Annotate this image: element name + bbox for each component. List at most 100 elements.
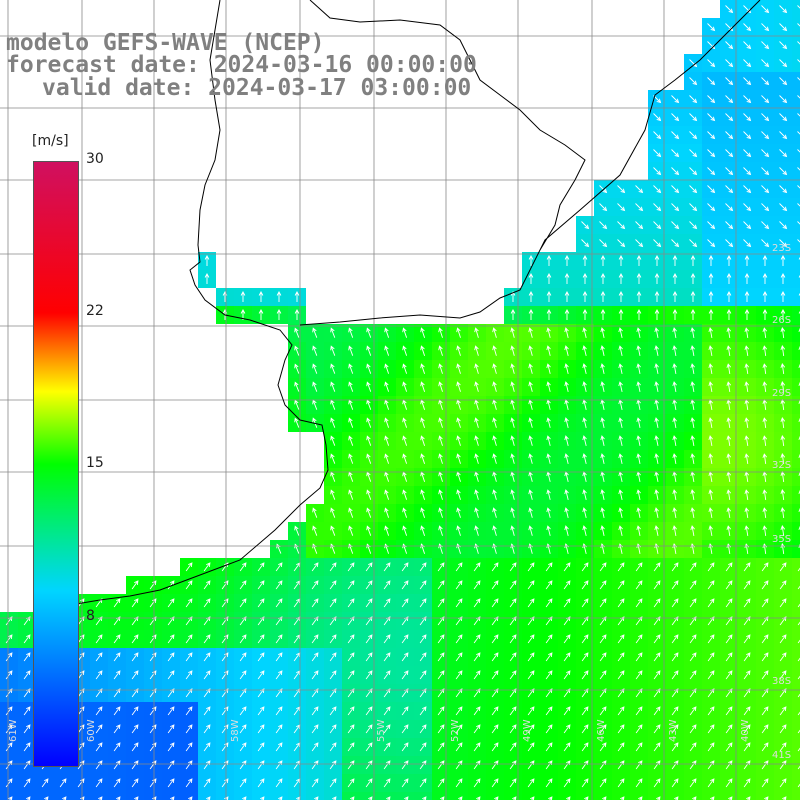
wind-arrow: [348, 417, 354, 428]
lat-label: 29S: [772, 388, 792, 399]
wind-arrow: [797, 675, 800, 680]
wind-arrow: [311, 778, 319, 788]
wind-arrow: [617, 203, 626, 212]
wind-cell: [792, 720, 800, 738]
wind-cell: [36, 792, 54, 800]
wind-arrow: [564, 489, 569, 501]
wind-arrow: [761, 59, 770, 68]
wind-arrow: [581, 580, 589, 590]
wind-arrow: [798, 363, 800, 368]
wind-arrow: [474, 345, 479, 356]
wind-arrow: [654, 255, 660, 266]
wind-arrow: [384, 345, 390, 356]
wind-arrow: [708, 363, 713, 374]
wind-arrow: [546, 453, 551, 464]
wind-arrow: [258, 309, 264, 320]
wind-arrow: [437, 598, 445, 608]
wind-arrow: [707, 131, 716, 140]
wind-arrow: [401, 778, 409, 788]
wind-cell: [792, 522, 800, 540]
lon-label: 60W: [86, 719, 97, 742]
wind-arrow: [599, 652, 607, 662]
wind-arrow: [546, 507, 551, 518]
wind-arrow: [113, 652, 121, 662]
wind-arrow: [780, 489, 786, 501]
wind-arrow: [401, 706, 409, 716]
wind-arrow: [707, 113, 716, 122]
wind-arrow: [780, 453, 786, 465]
wind-arrow: [743, 131, 752, 140]
wind-arrow: [275, 562, 283, 572]
wind-arrow: [636, 507, 641, 518]
wind-arrow: [77, 634, 85, 644]
wind-arrow: [654, 327, 659, 338]
wind-arrow: [473, 634, 481, 644]
wind-arrow: [581, 778, 589, 788]
wind-arrow: [383, 742, 391, 752]
wind-arrow: [545, 652, 553, 662]
wind-arrow: [23, 706, 31, 716]
lon-label: 46W: [596, 719, 607, 742]
wind-arrow: [690, 507, 695, 518]
wind-arrow: [23, 652, 31, 662]
wind-arrow: [564, 417, 569, 429]
wind-arrow: [456, 489, 461, 500]
wind-arrow: [384, 327, 390, 338]
wind-cell: [792, 324, 800, 342]
wind-cell: [630, 792, 648, 800]
wind-arrow: [491, 634, 499, 644]
wind-arrow: [384, 417, 390, 428]
wind-arrow: [761, 5, 770, 14]
wind-arrow: [707, 652, 715, 662]
wind-arrow: [257, 742, 265, 752]
wind-cell: [162, 792, 180, 800]
wind-arrow: [149, 724, 157, 734]
wind-arrow: [366, 381, 372, 392]
wind-arrow: [239, 634, 247, 644]
wind-arrow: [671, 706, 679, 716]
wind-arrow: [798, 543, 800, 548]
wind-arrow: [510, 435, 515, 446]
wind-arrow: [203, 598, 211, 608]
wind-arrow: [779, 203, 788, 212]
wind-arrow: [95, 652, 103, 662]
wind-arrow: [707, 742, 715, 752]
wind-arrow: [672, 417, 677, 428]
wind-arrow: [581, 221, 590, 230]
wind-arrow: [329, 724, 337, 734]
wind-cell: [486, 792, 504, 800]
wind-arrow: [383, 670, 391, 680]
wind-arrow: [761, 113, 770, 122]
wind-arrow: [401, 724, 409, 734]
wind-arrow: [419, 706, 427, 716]
wind-arrow: [581, 239, 590, 248]
wind-arrow: [689, 167, 698, 176]
wind-arrow: [654, 507, 659, 518]
wind-arrow: [599, 598, 607, 608]
wind-arrow: [761, 670, 769, 680]
wind-arrow: [365, 598, 373, 608]
wind-arrow: [582, 291, 588, 302]
lat-label: 32S: [772, 460, 792, 471]
wind-arrow: [365, 562, 373, 572]
wind-arrow: [780, 255, 786, 266]
wind-arrow: [456, 525, 461, 536]
wind-cell: [90, 792, 108, 800]
wind-arrow: [762, 435, 768, 446]
wind-arrow: [689, 724, 697, 734]
wind-arrow: [528, 381, 533, 392]
wind-arrow: [707, 149, 716, 158]
wind-arrow: [600, 525, 605, 536]
wind-arrow: [690, 435, 695, 446]
wind-arrow: [347, 598, 355, 608]
wind-arrow: [509, 652, 517, 662]
wind-arrow: [492, 489, 497, 500]
wind-arrow: [653, 778, 661, 788]
wind-arrow: [564, 345, 569, 357]
wind-arrow: [221, 724, 229, 734]
wind-cell: [792, 396, 800, 414]
wind-arrow: [726, 525, 732, 536]
wind-arrow: [762, 525, 768, 536]
wind-arrow: [455, 652, 463, 662]
